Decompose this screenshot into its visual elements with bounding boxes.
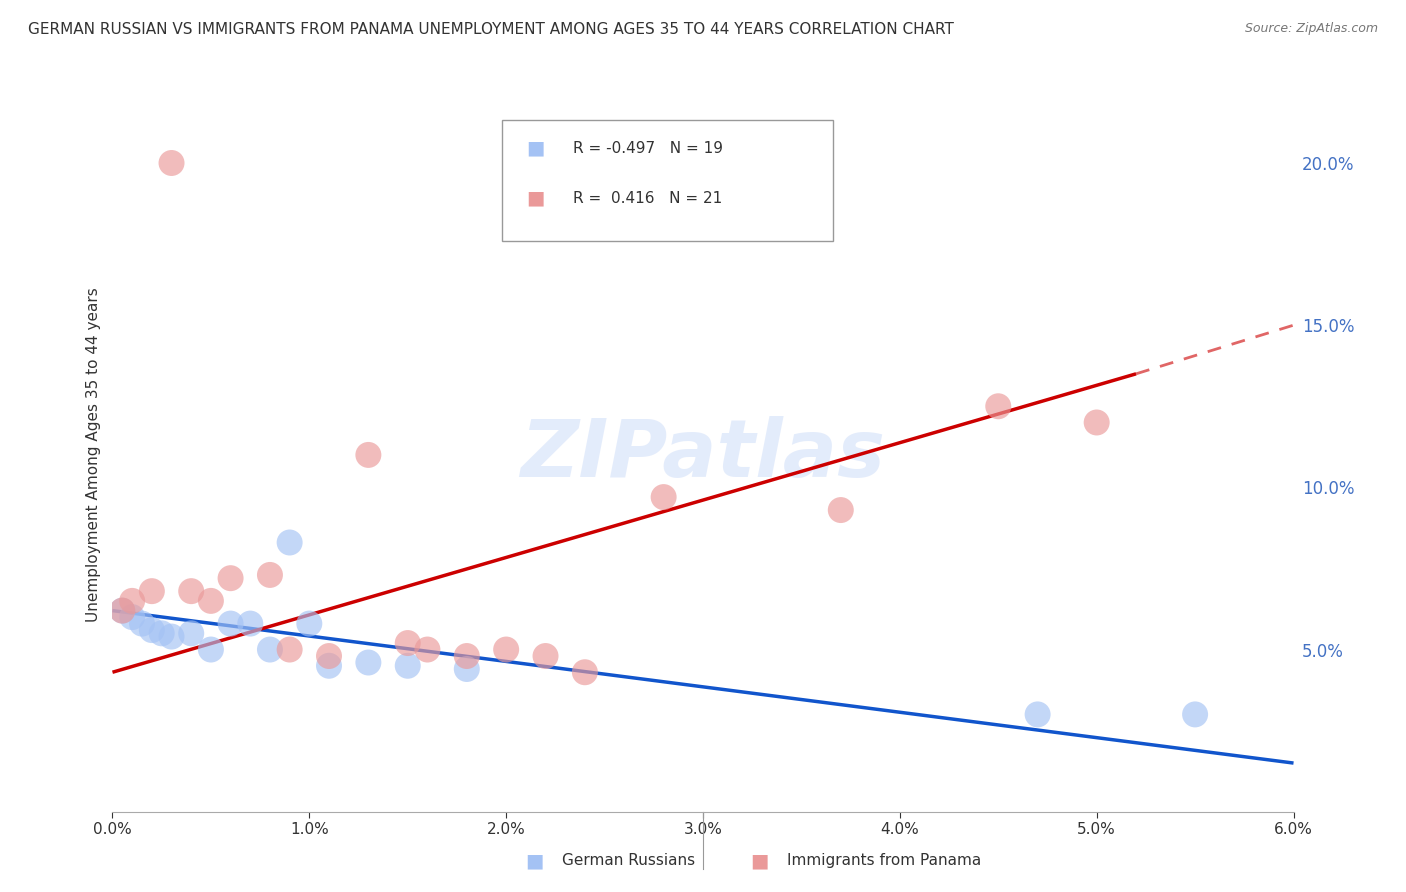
Point xyxy=(987,399,1010,413)
Point xyxy=(259,642,281,657)
Point xyxy=(357,448,380,462)
Text: ■: ■ xyxy=(749,851,769,871)
Point xyxy=(200,642,222,657)
Point xyxy=(259,568,281,582)
Text: R =  0.416   N = 21: R = 0.416 N = 21 xyxy=(574,191,723,205)
Text: ■: ■ xyxy=(526,188,544,208)
Point xyxy=(121,610,143,624)
Point xyxy=(278,642,301,657)
Point xyxy=(150,626,173,640)
Point xyxy=(357,656,380,670)
Point xyxy=(456,662,478,676)
Point xyxy=(180,584,202,599)
Point xyxy=(121,594,143,608)
Text: Source: ZipAtlas.com: Source: ZipAtlas.com xyxy=(1244,22,1378,36)
Text: ZIPatlas: ZIPatlas xyxy=(520,416,886,494)
Point xyxy=(534,648,557,663)
Point xyxy=(1026,707,1049,722)
Point xyxy=(652,490,675,504)
Point xyxy=(219,616,242,631)
Point xyxy=(160,156,183,170)
Text: ■: ■ xyxy=(524,851,544,871)
Point xyxy=(318,658,340,673)
Point xyxy=(456,648,478,663)
Point xyxy=(131,616,153,631)
Point xyxy=(278,535,301,549)
Point xyxy=(495,642,517,657)
Point xyxy=(416,642,439,657)
Point xyxy=(141,584,163,599)
FancyBboxPatch shape xyxy=(502,120,832,241)
Y-axis label: Unemployment Among Ages 35 to 44 years: Unemployment Among Ages 35 to 44 years xyxy=(86,287,101,623)
Point xyxy=(160,630,183,644)
Point xyxy=(141,623,163,637)
Text: R = -0.497   N = 19: R = -0.497 N = 19 xyxy=(574,141,723,155)
Point xyxy=(111,604,134,618)
Point xyxy=(239,616,262,631)
Point xyxy=(1085,416,1108,430)
Text: GERMAN RUSSIAN VS IMMIGRANTS FROM PANAMA UNEMPLOYMENT AMONG AGES 35 TO 44 YEARS : GERMAN RUSSIAN VS IMMIGRANTS FROM PANAMA… xyxy=(28,22,955,37)
Point xyxy=(396,636,419,650)
Point xyxy=(180,626,202,640)
Text: ■: ■ xyxy=(526,138,544,158)
Point xyxy=(830,503,852,517)
Point xyxy=(298,616,321,631)
Point xyxy=(200,594,222,608)
Point xyxy=(396,658,419,673)
Text: German Russians: German Russians xyxy=(562,854,696,868)
Point xyxy=(318,648,340,663)
Point xyxy=(574,665,596,680)
Text: Immigrants from Panama: Immigrants from Panama xyxy=(787,854,981,868)
Point xyxy=(219,571,242,585)
Point xyxy=(111,604,134,618)
Point xyxy=(1184,707,1206,722)
